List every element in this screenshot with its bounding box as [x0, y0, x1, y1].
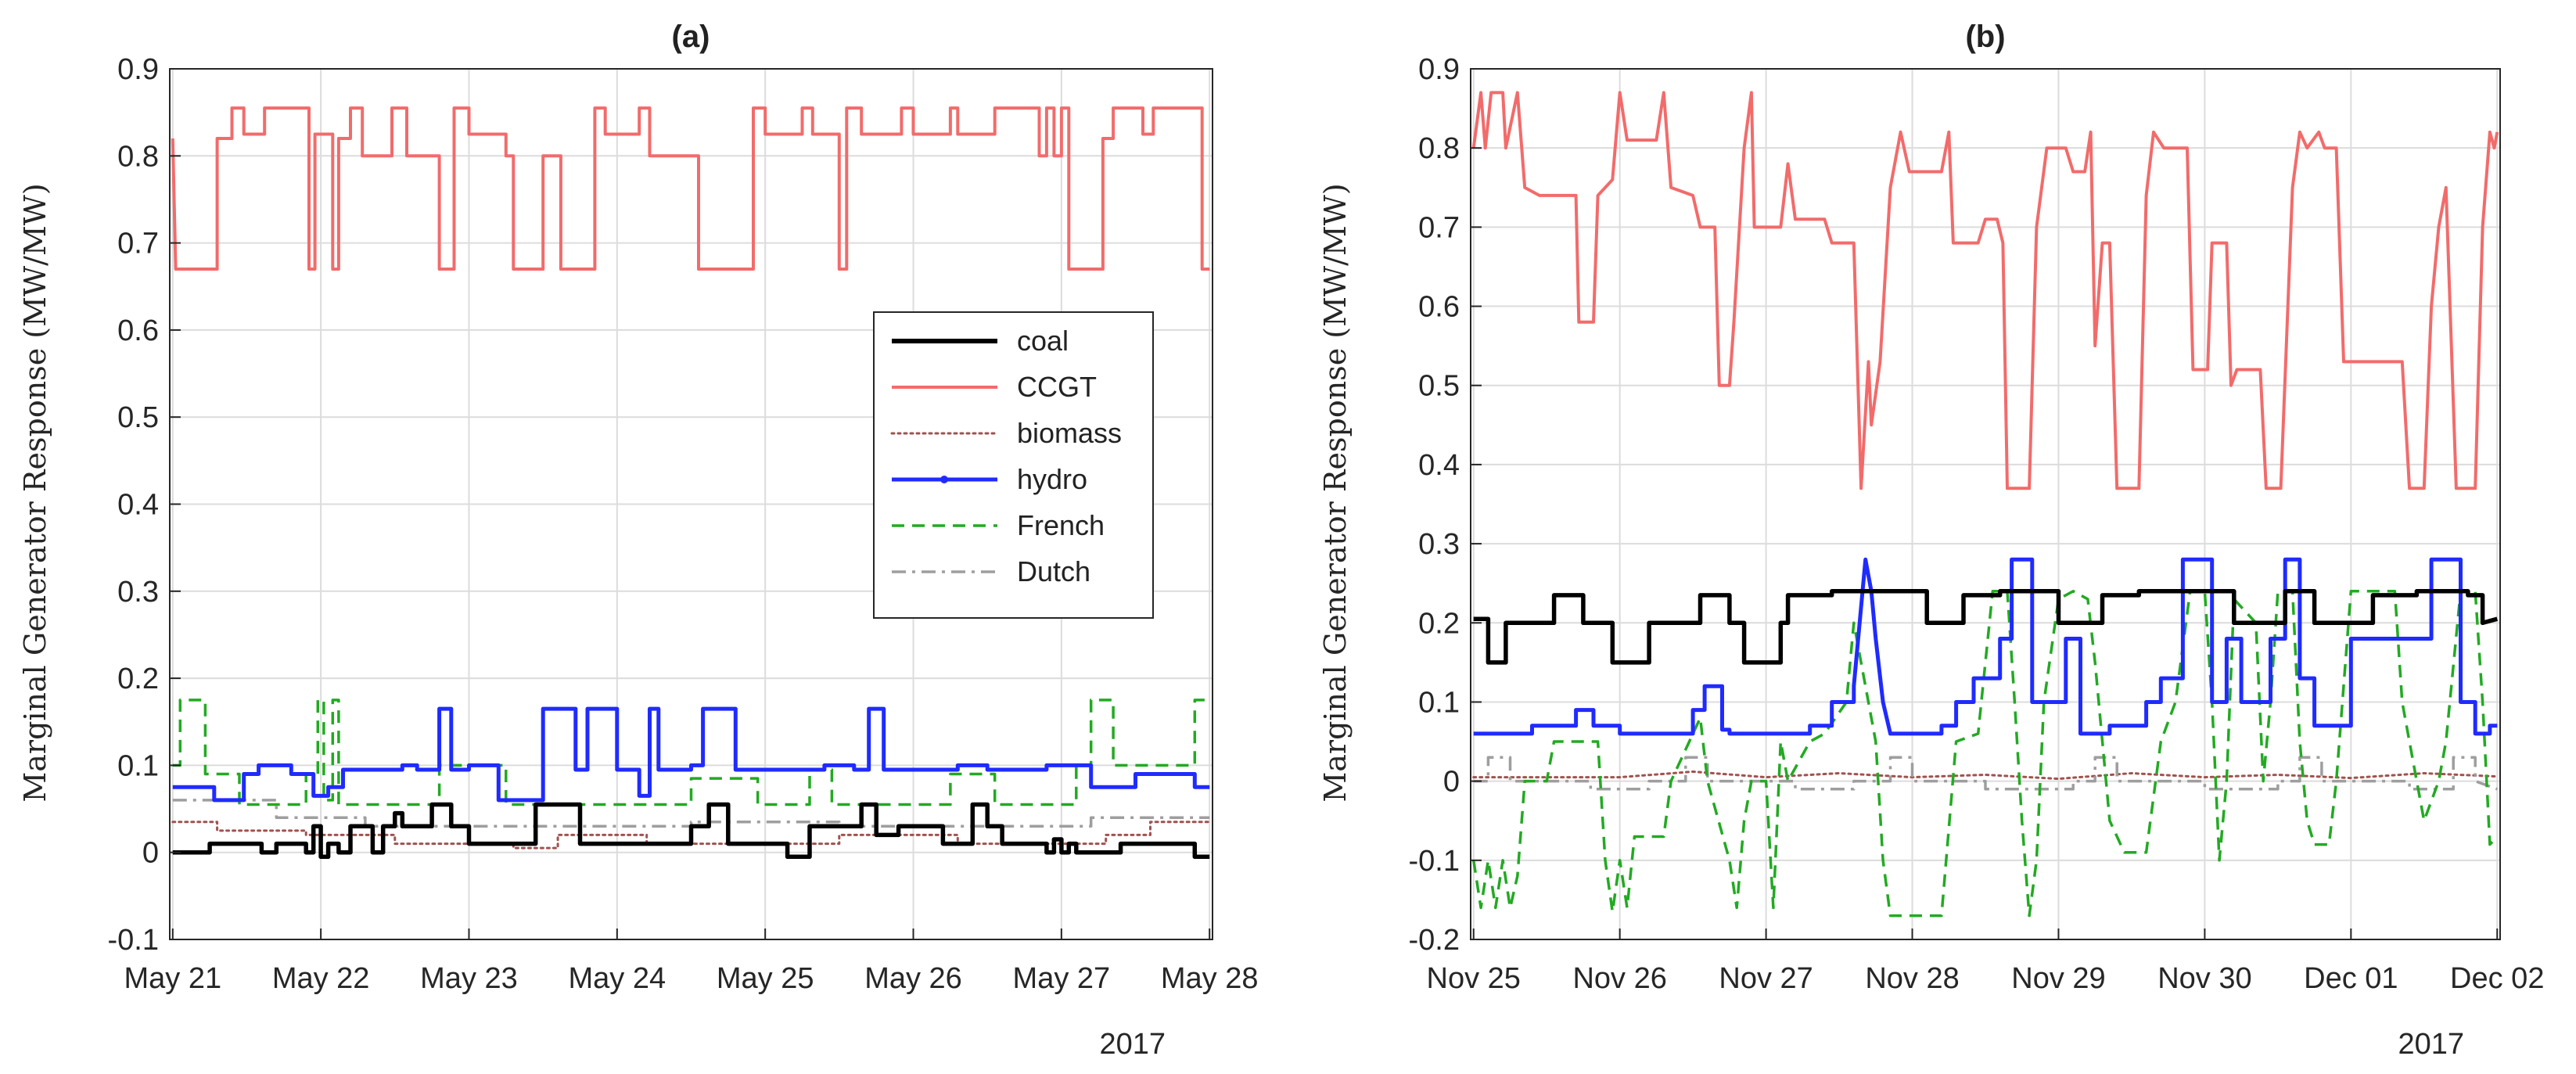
y-tick-label: 0.9 [1418, 53, 1460, 86]
panel-a-ticks: -0.1 0 0.1 0.2 0.3 0.4 0.5 0.6 0.7 0.8 0.9 May 21 Ma… [108, 53, 1259, 995]
x-tick-label: Dec 02 [2450, 962, 2544, 995]
panel-b-ticks: -0.2 -0.1 0 0.1 0.2 0.3 0.4 0.5 0.6 0.7 0.8 0.9 Nov … [1409, 53, 2545, 995]
series-line-dutch [172, 799, 1210, 828]
series-line-hydro [172, 706, 1210, 803]
legend-label: French [1017, 509, 1105, 541]
legend-label: hydro [1017, 463, 1087, 495]
panel-b: (b) -0.2 -0.1 0 0.1 0.2 0.3 0.4 0.5 0.6 0.7 0.8 0.9… [1409, 20, 2545, 1061]
legend: coal CCGT biomass hydro French Dutch [873, 311, 1154, 619]
legend-label: CCGT [1017, 371, 1097, 403]
y-tick-label: 0.8 [117, 140, 159, 173]
legend-item-dutch: Dutch [892, 555, 1090, 587]
y-tick-label: 0.4 [117, 489, 159, 522]
panel-a-title: (a) [672, 20, 710, 54]
y-tick-label: 0.2 [1418, 607, 1460, 640]
y-tick-label: 0.3 [1418, 528, 1460, 561]
y-tick-label: 0.6 [117, 314, 159, 347]
y-tick-label: 0.7 [1418, 211, 1460, 244]
panel-a-year-label: 2017 [1099, 1028, 1166, 1061]
y-tick-label: 0.6 [1418, 291, 1460, 324]
y-tick-label: 0 [1443, 766, 1460, 799]
series-line-ccgt [1471, 91, 2499, 490]
plot-area [1471, 69, 2500, 939]
x-tick-label: May 21 [124, 962, 221, 995]
x-tick-label: Nov 30 [2157, 962, 2251, 995]
y-tick-label: 0.9 [117, 53, 159, 86]
panel-a-series [171, 106, 1211, 860]
y-tick-label: 0.2 [117, 663, 159, 695]
x-tick-label: Nov 29 [2011, 962, 2105, 995]
x-tick-label: May 27 [1013, 962, 1111, 995]
panel-b-series [1471, 91, 2499, 918]
y-axis-label-a: Marginal Generator Response (MW/MW) [18, 183, 52, 802]
series-line-biomass [171, 821, 1211, 850]
y-tick-label: 0.4 [1418, 449, 1460, 482]
x-tick-label: May 24 [569, 962, 666, 995]
legend-box [873, 311, 1154, 619]
legend-item-ccgt: CCGT [892, 371, 1097, 403]
legend-item-hydro: hydro [892, 463, 1087, 495]
legend-label: coal [1017, 325, 1069, 357]
legend-marker [940, 476, 948, 483]
series-line-dutch [1473, 756, 2498, 791]
y-tick-label: 0.7 [117, 228, 159, 260]
legend-label: Dutch [1017, 555, 1090, 587]
series-line-coal [172, 802, 1210, 860]
x-tick-label: Nov 28 [1865, 962, 1959, 995]
legend-item-coal: coal [892, 325, 1069, 357]
y-axis-label-b: Marginal Generator Response (MW/MW) [1318, 183, 1353, 802]
y-tick-label: 0.8 [1418, 132, 1460, 165]
x-tick-label: May 22 [272, 962, 370, 995]
x-tick-label: Nov 27 [1719, 962, 1813, 995]
y-tick-label: -0.1 [108, 924, 159, 957]
panel-b-year-label: 2017 [2398, 1028, 2464, 1061]
y-tick-label: 0.1 [1418, 686, 1460, 719]
y-tick-label: 0 [142, 837, 159, 870]
series-line-french [172, 699, 1210, 806]
x-tick-label: Nov 26 [1572, 962, 1666, 995]
series-line-coal [1473, 589, 2499, 665]
x-tick-label: May 26 [864, 962, 962, 995]
y-tick-label: 0.3 [117, 576, 159, 609]
panel-b-frame [1470, 68, 2501, 940]
y-tick-label: -0.2 [1409, 924, 1460, 957]
series-line-biomass [1472, 770, 2499, 781]
legend-label: biomass [1017, 417, 1122, 449]
y-tick-label: 0.5 [117, 401, 159, 434]
x-tick-label: Nov 25 [1427, 962, 1521, 995]
x-tick-label: May 25 [717, 962, 814, 995]
x-tick-label: May 28 [1161, 962, 1259, 995]
y-tick-label: 0.5 [1418, 370, 1460, 403]
x-tick-label: May 23 [420, 962, 518, 995]
x-tick-label: Dec 01 [2304, 962, 2398, 995]
panel-b-grid [1471, 68, 2500, 940]
legend-item-french: French [892, 509, 1105, 541]
legend-item-biomass: biomass [890, 417, 1122, 449]
panel-b-title: (b) [1965, 20, 2005, 54]
series-line-ccgt [171, 106, 1210, 271]
panel-a: (a) -0.1 0 0.1 0.2 0.3 0.4 0.5 0.6 0.7 0.8 0.9 May … [108, 20, 1259, 1061]
y-tick-label: -0.1 [1409, 845, 1460, 878]
y-tick-label: 0.1 [117, 749, 159, 782]
series-line-hydro [1473, 557, 2498, 736]
